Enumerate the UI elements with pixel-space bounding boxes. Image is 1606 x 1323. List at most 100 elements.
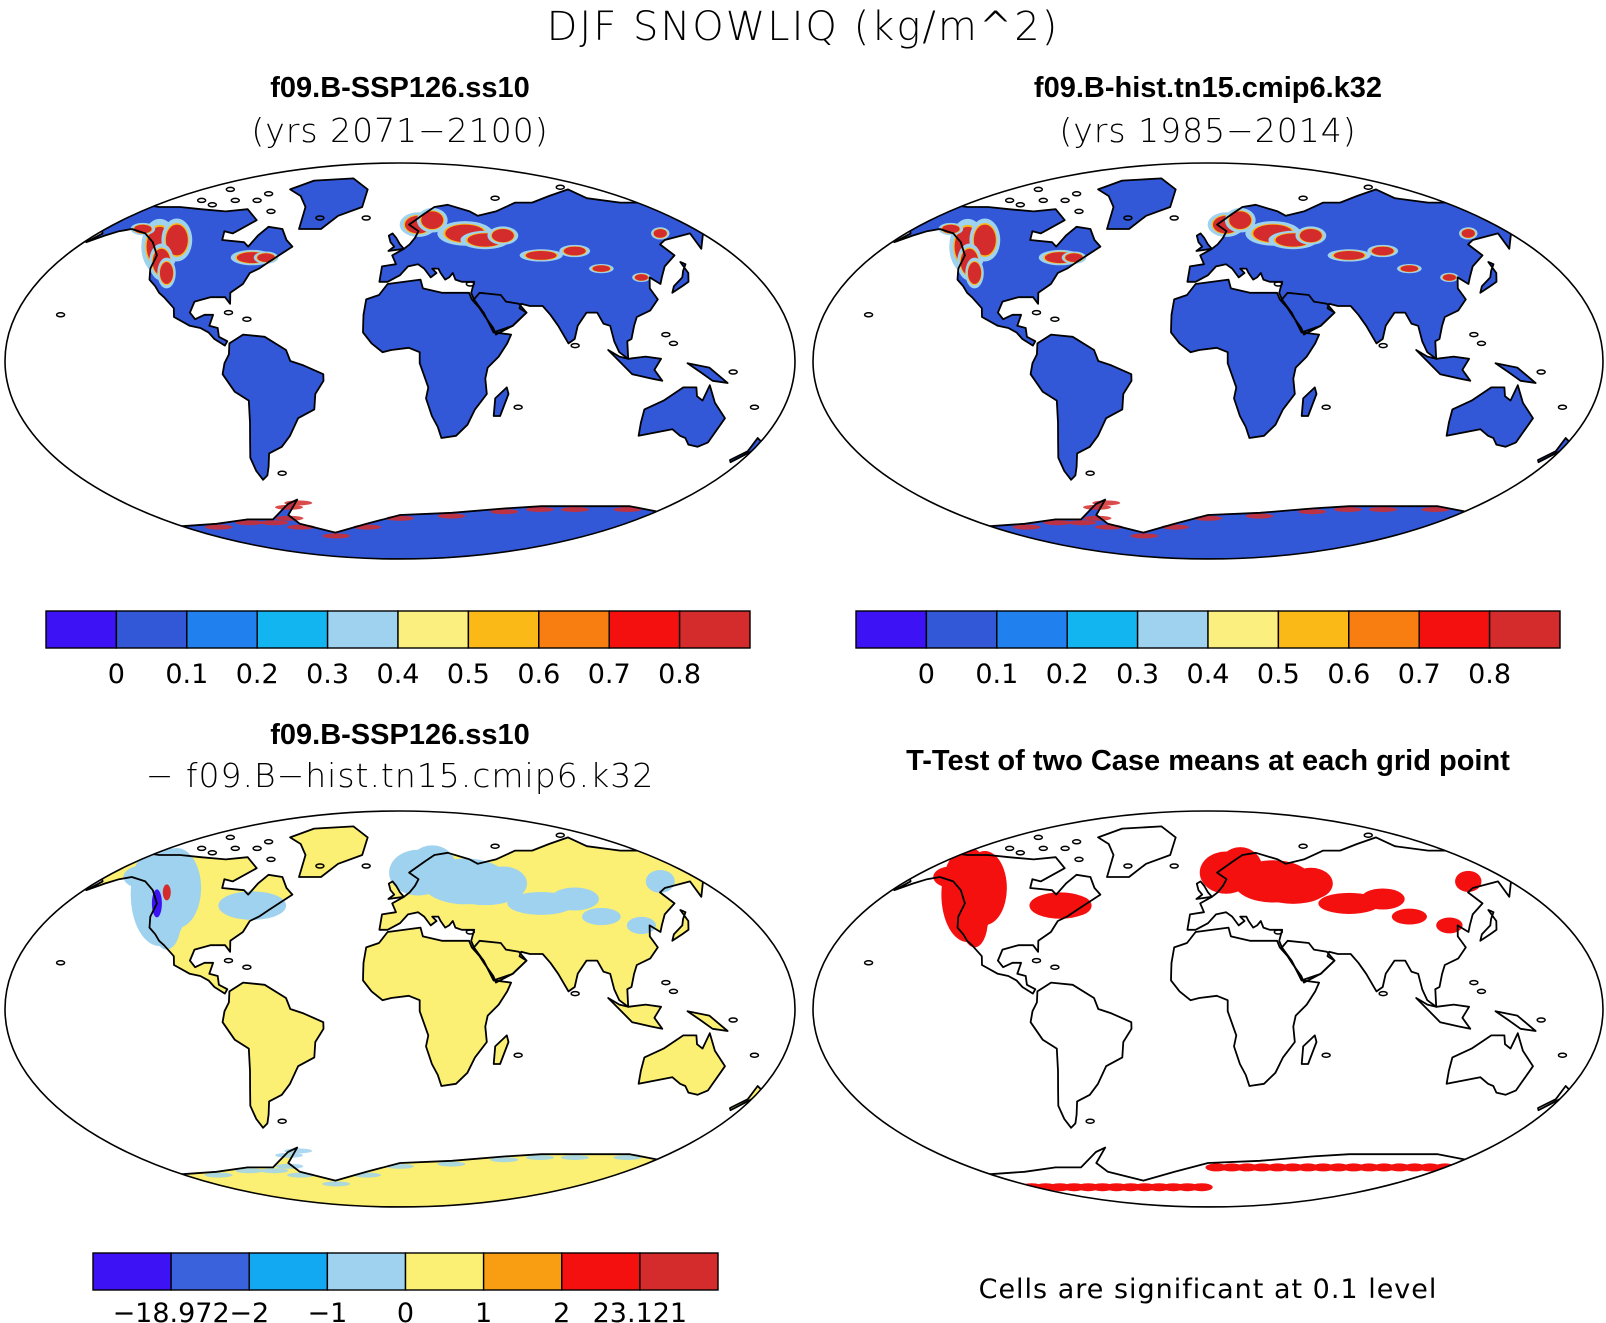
island-outline bbox=[1321, 404, 1331, 410]
continent-greenland bbox=[290, 178, 368, 229]
island-outline bbox=[1363, 832, 1374, 838]
significant-region bbox=[1205, 1163, 1228, 1172]
island-outline bbox=[1085, 1118, 1095, 1124]
antarctic-coast-band bbox=[235, 1168, 264, 1174]
colorbar-tick-label: 0.1 bbox=[165, 659, 208, 690]
continent-south-america bbox=[222, 334, 324, 480]
contour-max bbox=[973, 224, 996, 256]
continent-antarctica bbox=[917, 1147, 1499, 1207]
island-outline bbox=[252, 845, 262, 852]
coastline-madagascar bbox=[492, 1034, 510, 1065]
island-outline bbox=[277, 470, 287, 476]
island-outline bbox=[207, 202, 218, 208]
island-outline bbox=[1476, 340, 1487, 347]
continent-madagascar bbox=[1301, 1035, 1317, 1064]
coastline-africa bbox=[1170, 926, 1320, 1087]
contour-negative bbox=[550, 887, 599, 911]
island-outline bbox=[263, 191, 274, 197]
coastline-new-guinea bbox=[1494, 362, 1537, 384]
continent-uk bbox=[388, 881, 404, 899]
contour-negative bbox=[246, 894, 286, 918]
continent-greenland bbox=[1098, 826, 1176, 877]
colorbar-tick-label: −1 bbox=[307, 1298, 347, 1323]
island-outline bbox=[1273, 281, 1284, 287]
continent-antarctica bbox=[109, 499, 691, 559]
colorbar-swatch bbox=[1136, 610, 1209, 649]
island-outline bbox=[225, 186, 236, 193]
antarctic-coast-band bbox=[322, 1181, 351, 1187]
colorbar-swatch bbox=[1348, 610, 1420, 649]
island-outline bbox=[1033, 186, 1044, 193]
island-outline bbox=[1033, 834, 1044, 841]
island-outline bbox=[465, 929, 476, 935]
continent-south-america bbox=[222, 982, 324, 1128]
contour-max bbox=[162, 884, 171, 901]
colorbar-tick-label: 0.4 bbox=[377, 659, 420, 690]
continent-uk bbox=[388, 233, 404, 251]
coastlines bbox=[55, 177, 765, 559]
colorbar-tick-label: 0 bbox=[918, 659, 935, 690]
colorbar-swatch bbox=[925, 610, 998, 649]
coastline-madagascar bbox=[1300, 1034, 1318, 1065]
antarctic-coast-band bbox=[275, 1163, 304, 1169]
coastline-japan bbox=[671, 909, 690, 942]
island-outline bbox=[1469, 331, 1479, 338]
coastline-indonesia bbox=[607, 997, 664, 1030]
contour-max bbox=[1229, 211, 1252, 229]
significant-region bbox=[1056, 895, 1092, 917]
continent-arabia bbox=[473, 292, 527, 333]
contour-max bbox=[1400, 265, 1419, 272]
island-outline bbox=[1536, 369, 1546, 375]
island-outline bbox=[225, 834, 236, 841]
significant-region bbox=[1403, 1163, 1426, 1172]
colorbar-tick-label: 0.3 bbox=[1116, 659, 1159, 690]
colorbar-tick-label: 1 bbox=[475, 1298, 492, 1323]
significant-region bbox=[921, 1183, 944, 1192]
island-outline bbox=[242, 316, 252, 322]
island-outline bbox=[1015, 202, 1026, 208]
colorbar-tick-label: 0.6 bbox=[1327, 659, 1370, 690]
significant-region bbox=[1342, 1163, 1365, 1172]
colorbar-swatch bbox=[256, 610, 329, 649]
antarctic-coast-band bbox=[560, 1155, 589, 1160]
island-outline bbox=[728, 369, 738, 375]
significant-region bbox=[1281, 1163, 1304, 1172]
coastline-japan bbox=[1479, 261, 1498, 294]
island-outline bbox=[1298, 195, 1308, 201]
panel-difference-title: f09.B-SSP126.ss10 bbox=[270, 719, 530, 751]
island-outline bbox=[1557, 1052, 1568, 1058]
island-outline bbox=[1074, 208, 1084, 215]
continent-uk bbox=[1196, 233, 1212, 251]
coastline-greenland bbox=[1097, 177, 1177, 230]
coastline-new-guinea bbox=[686, 1010, 729, 1032]
coastline-north-america bbox=[893, 203, 1102, 347]
antarctic-coast-band bbox=[275, 1152, 304, 1158]
antarctic-coast-band bbox=[613, 1155, 642, 1160]
island-outline bbox=[1469, 979, 1479, 986]
panel-future-subtitle: (yrs 2071−2100) bbox=[251, 111, 549, 150]
island-outline bbox=[749, 1052, 760, 1058]
island-outline bbox=[315, 215, 325, 221]
coastline-arabia bbox=[1281, 291, 1336, 334]
island-outline bbox=[55, 312, 66, 318]
continent-arabia bbox=[473, 940, 527, 981]
ttest-significance-note: Cells are significant at 0.1 level bbox=[978, 1274, 1438, 1305]
panel-historical-subtitle: (yrs 1985−2014) bbox=[1059, 111, 1357, 150]
colorbar-swatch bbox=[482, 1252, 563, 1291]
contour-max bbox=[421, 211, 444, 229]
island-outline bbox=[230, 845, 241, 852]
island-outline bbox=[1378, 990, 1388, 997]
coastline-south-america bbox=[1029, 981, 1133, 1129]
colorbar-tick-label: 0.3 bbox=[306, 659, 349, 690]
coastline-new-guinea bbox=[686, 362, 729, 384]
island-outline bbox=[863, 312, 874, 318]
significant-region bbox=[1190, 1183, 1213, 1192]
significant-region bbox=[933, 866, 969, 888]
continent-africa bbox=[1171, 279, 1320, 438]
island-outline bbox=[207, 850, 218, 856]
coastline-uk bbox=[1195, 232, 1213, 252]
contour-negative bbox=[478, 866, 528, 901]
antarctic-coast-band bbox=[490, 1157, 519, 1163]
antarctic-coast-band bbox=[1368, 507, 1397, 512]
island-outline bbox=[661, 979, 671, 986]
